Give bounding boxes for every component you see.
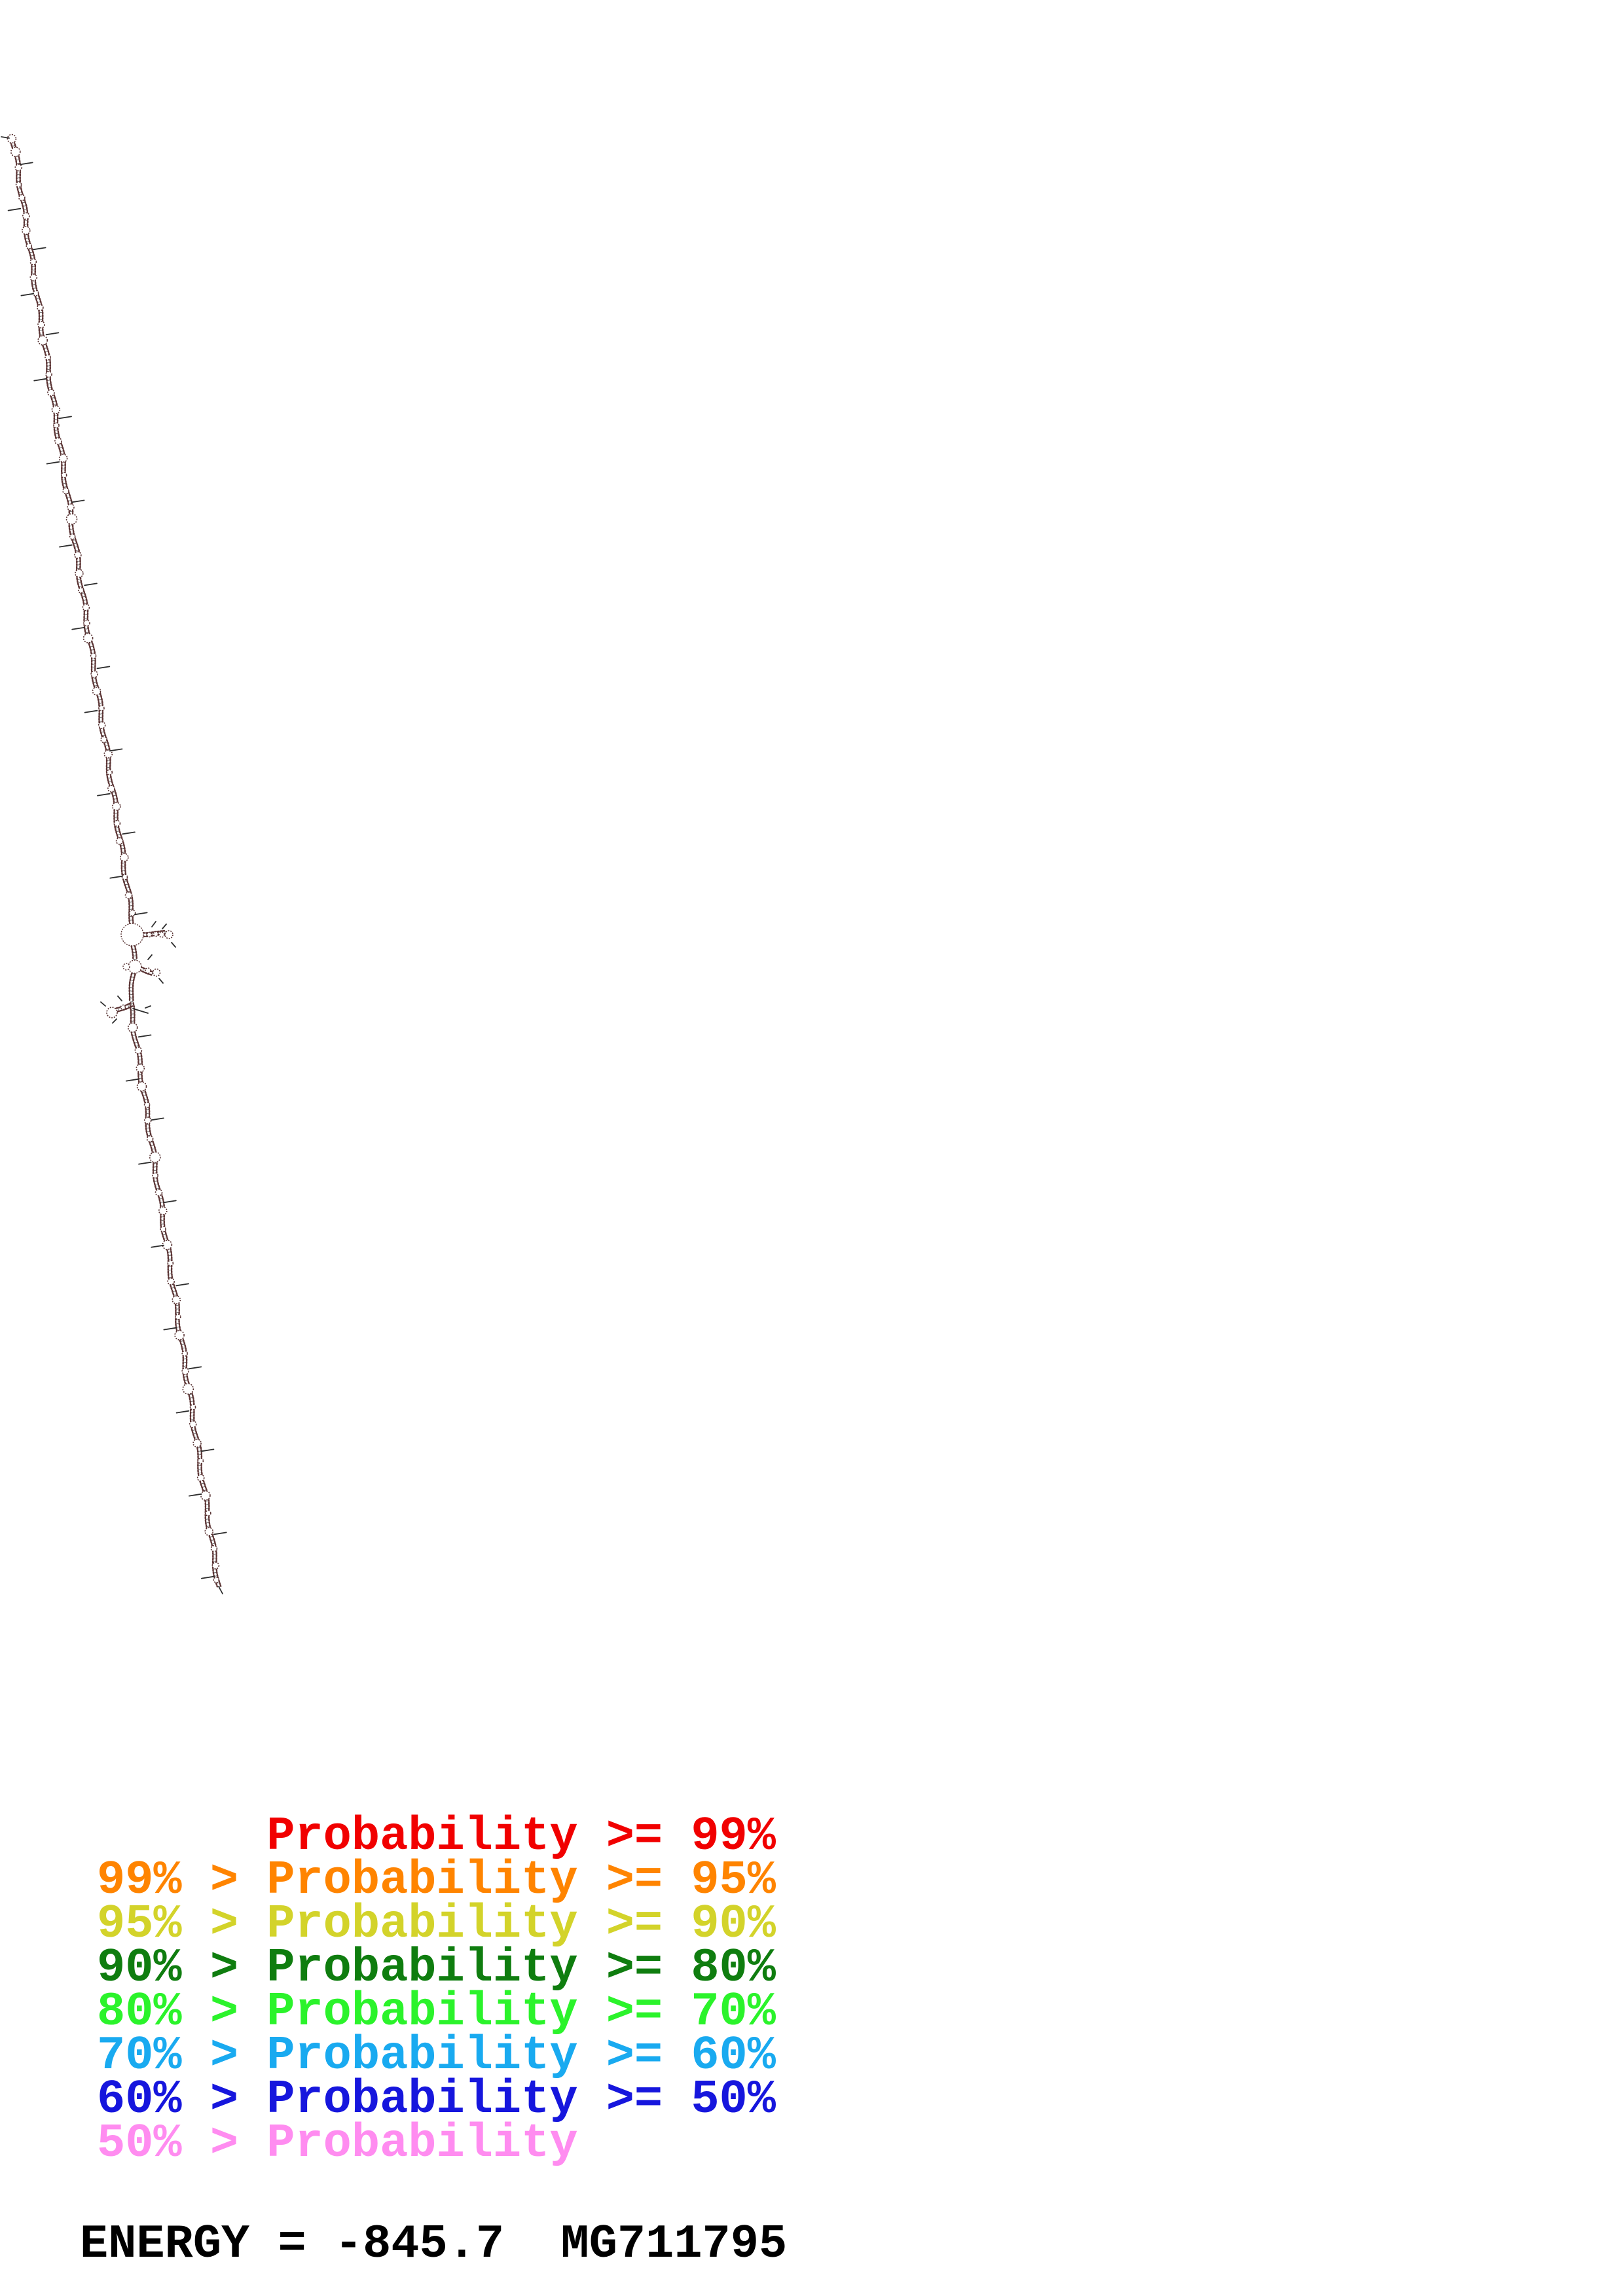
legend-row-70: 80% > Probability >= 70% bbox=[97, 1985, 776, 2039]
legend-row-80: 90% > Probability >= 80% bbox=[97, 1941, 776, 1995]
legend-row-below50: 50% > Probability bbox=[97, 2117, 578, 2170]
legend-row-90: 95% > Probability >= 90% bbox=[97, 1897, 776, 1951]
probability-legend: Probability >= 99% 99% > Probability >= … bbox=[97, 1810, 776, 2170]
energy-readout: ENERGY = -845.7 MG711795 bbox=[80, 2217, 788, 2271]
legend-row-50: 60% > Probability >= 50% bbox=[97, 2073, 776, 2126]
legend-row-95: 99% > Probability >= 95% bbox=[97, 1854, 776, 1907]
legend-row-60: 70% > Probability >= 60% bbox=[97, 2029, 776, 2083]
legend-row-99: Probability >= 99% bbox=[97, 1810, 776, 1863]
